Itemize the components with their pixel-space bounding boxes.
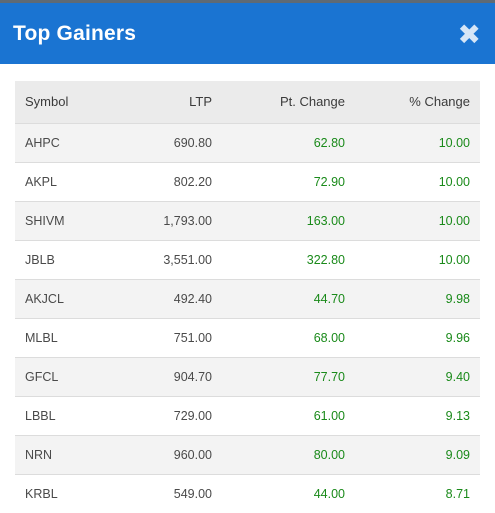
top-border bbox=[0, 0, 495, 3]
symbol-cell: AHPC bbox=[25, 135, 60, 150]
column-header-pt-change[interactable]: Pt. Change bbox=[279, 94, 345, 110]
close-icon[interactable]: ✖ bbox=[457, 18, 481, 50]
pct-change-cell: 9.13 bbox=[445, 408, 470, 423]
pct-change-cell: 10.00 bbox=[438, 252, 470, 267]
ltp-cell: 1,793.00 bbox=[163, 213, 212, 228]
pct-change-cell: 8.71 bbox=[445, 486, 470, 501]
ltp-cell: 960.00 bbox=[173, 447, 212, 462]
pct-change-cell: 10.00 bbox=[438, 213, 470, 228]
table-row[interactable]: SHIVM 1,793.00 163.00 10.00 bbox=[15, 201, 480, 240]
ltp-cell: 904.70 bbox=[173, 369, 212, 384]
pt-change-cell: 62.80 bbox=[313, 135, 345, 150]
table-row[interactable]: JBLB 3,551.00 322.80 10.00 bbox=[15, 240, 480, 279]
pct-change-cell: 9.96 bbox=[445, 330, 470, 345]
column-header-pct-change[interactable]: % Change bbox=[409, 94, 470, 110]
ltp-cell: 492.40 bbox=[173, 291, 212, 306]
pct-change-cell: 9.98 bbox=[445, 291, 470, 306]
symbol-cell: MLBL bbox=[25, 330, 58, 345]
table-body: AHPC 690.80 62.80 10.00 AKPL 802.20 72.90 10.00… bbox=[15, 123, 480, 513]
symbol-cell: SHIVM bbox=[25, 213, 65, 228]
symbol-cell: AKPL bbox=[25, 174, 57, 189]
pct-change-cell: 9.09 bbox=[445, 447, 470, 462]
symbol-cell: NRN bbox=[25, 447, 53, 462]
table-header-row: Symbol LTP Pt. Change % Change bbox=[15, 81, 480, 123]
table-panel: Symbol LTP Pt. Change % Change AHPC 690.8… bbox=[0, 64, 495, 513]
top-gainers-table: Symbol LTP Pt. Change % Change AHPC 690.8… bbox=[15, 81, 480, 513]
table-row[interactable]: AKJCL 492.40 44.70 9.98 bbox=[15, 279, 480, 318]
pt-change-cell: 77.70 bbox=[313, 369, 345, 384]
pt-change-cell: 44.70 bbox=[313, 291, 345, 306]
pt-change-cell: 322.80 bbox=[306, 252, 345, 267]
symbol-cell: KRBL bbox=[25, 486, 58, 501]
pt-change-cell: 68.00 bbox=[313, 330, 345, 345]
pt-change-cell: 44.00 bbox=[313, 486, 345, 501]
ltp-cell: 802.20 bbox=[173, 174, 212, 189]
symbol-cell: LBBL bbox=[25, 408, 56, 423]
pt-change-cell: 72.90 bbox=[313, 174, 345, 189]
dialog-title: Top Gainers bbox=[13, 21, 137, 45]
ltp-cell: 729.00 bbox=[173, 408, 212, 423]
table-row[interactable]: KRBL 549.00 44.00 8.71 bbox=[15, 474, 480, 513]
pct-change-cell: 9.40 bbox=[445, 369, 470, 384]
dialog-header: Top Gainers ✖ bbox=[0, 3, 495, 64]
ltp-cell: 751.00 bbox=[173, 330, 212, 345]
pt-change-cell: 80.00 bbox=[313, 447, 345, 462]
pct-change-cell: 10.00 bbox=[438, 174, 470, 189]
ltp-cell: 549.00 bbox=[173, 486, 212, 501]
table-row[interactable]: AKPL 802.20 72.90 10.00 bbox=[15, 162, 480, 201]
column-header-symbol[interactable]: Symbol bbox=[25, 94, 69, 110]
ltp-cell: 690.80 bbox=[173, 135, 212, 150]
table-row[interactable]: GFCL 904.70 77.70 9.40 bbox=[15, 357, 480, 396]
symbol-cell: AKJCL bbox=[25, 291, 64, 306]
table-row[interactable]: LBBL 729.00 61.00 9.13 bbox=[15, 396, 480, 435]
symbol-cell: GFCL bbox=[25, 369, 59, 384]
table-row[interactable]: MLBL 751.00 68.00 9.96 bbox=[15, 318, 480, 357]
symbol-cell: JBLB bbox=[25, 252, 55, 267]
column-header-ltp[interactable]: LTP bbox=[189, 94, 212, 110]
pct-change-cell: 10.00 bbox=[438, 135, 470, 150]
pt-change-cell: 61.00 bbox=[313, 408, 345, 423]
pt-change-cell: 163.00 bbox=[306, 213, 345, 228]
table-row[interactable]: NRN 960.00 80.00 9.09 bbox=[15, 435, 480, 474]
table-row[interactable]: AHPC 690.80 62.80 10.00 bbox=[15, 123, 480, 162]
ltp-cell: 3,551.00 bbox=[163, 252, 212, 267]
